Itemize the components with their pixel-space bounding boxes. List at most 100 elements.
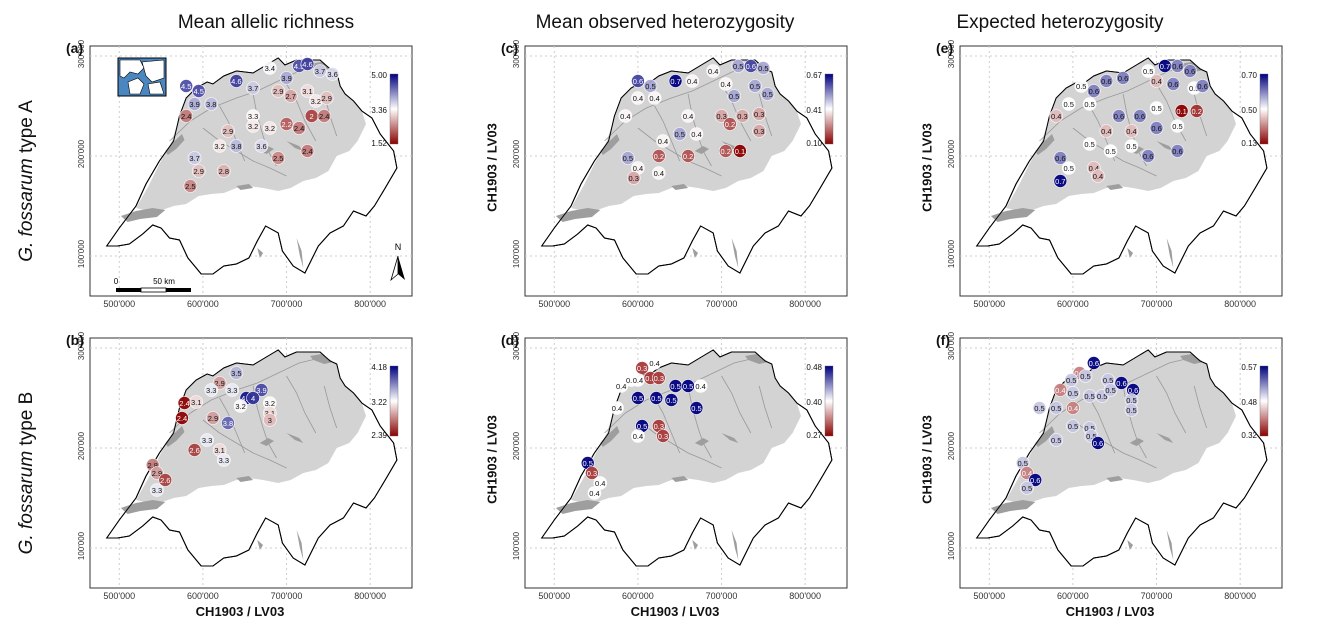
site-point [1061,161,1076,175]
row-label-species: G. fossarum [16,158,37,262]
site-point [246,391,260,405]
site-value-label: 0.6 [746,62,756,71]
river [654,105,681,162]
lake [731,530,739,560]
site-point [246,119,260,133]
site-value-label: 0.5 [1076,82,1086,91]
country-border [540,349,833,567]
legend-tick-label: 0.50 [1241,106,1257,115]
legend-tick-label: 0.32 [1241,431,1257,440]
site-point [614,379,628,393]
site-value-label: 0.1 [1176,107,1186,116]
site-value-label: 0.5 [1084,140,1094,149]
site-value-label: 0.4 [633,94,643,103]
lake [671,476,689,482]
site-point [1149,121,1164,135]
map-panel-d: 500'000 600'000 700'000 800'000 100'000 200'0… [495,330,855,602]
lake [671,184,689,190]
site-point [689,401,704,415]
site-value-label: 0.5 [1105,386,1115,395]
site-value-label: 0.6 [1114,112,1124,121]
site-value-label: 0.6 [1093,439,1103,448]
site-value-label: 0.5 [1034,404,1044,413]
scale-bar-black [116,288,141,292]
site-point [635,361,649,375]
site-value-label: 0.4 [633,164,643,173]
legend-tick-label: 0.27 [806,431,822,440]
site-value-label: 0.5 [750,82,760,91]
site-value-label: 0.5 [1084,100,1094,109]
site-point [685,74,700,88]
site-point [1170,144,1185,158]
site-value-label: 0.4 [1151,77,1161,86]
y-tick-label: 300'000 [77,39,86,68]
site-point [319,91,334,105]
lake [694,438,709,446]
map-panel-e: 500'000 600'000 700'000 800'000 100'000 200'0… [930,38,1290,310]
site-point [1149,74,1164,88]
site-point [187,443,202,457]
site-value-label: 0.6 [1101,77,1111,86]
site-value-label: 0.7 [670,77,680,86]
site-point [183,179,198,193]
site-value-label: 0.5 [1068,422,1078,431]
panel-letter: (d) [501,332,519,348]
site-point [1049,433,1063,447]
lake [990,208,1036,222]
site-point [246,81,260,95]
lake [555,208,601,222]
lake [257,540,264,550]
river [1089,397,1116,454]
site-point [752,107,766,121]
site-point [1124,124,1139,138]
site-point [593,476,608,490]
site-point [1091,436,1105,450]
lake [236,476,254,482]
site-point [652,166,666,180]
site-value-label: 0.4 [612,404,622,413]
y-tick-label: 200'000 [512,431,521,460]
x-tick-label: 600'000 [187,591,219,601]
lake [600,134,620,155]
site-value-label: 0.2 [721,147,731,156]
site-point [718,144,733,158]
site-value-label: 0.7 [1160,62,1170,71]
site-value-label: 3.7 [189,154,199,163]
lake [296,238,304,268]
legend-tick-label: 0.48 [806,363,822,372]
x-tick-label: 800'000 [1224,591,1256,601]
y-tick-label: 200'000 [77,139,86,168]
site-value-label: 0.5 [1018,459,1028,468]
site-value-label: 0.6 [1172,62,1182,71]
site-point [621,151,635,165]
site-value-label: 0.2 [654,152,664,161]
site-value-label: 3.1 [214,446,224,455]
site-value-label: 0.5 [1103,376,1113,385]
site-point [263,61,277,75]
site-point [1174,104,1189,118]
lake [259,438,274,446]
y-axis-label-c: CH1903 / LV03 [484,123,500,212]
site-value-label: 3.3 [152,486,162,495]
country-border [105,57,398,275]
site-value-label: 0.5 [1068,389,1078,398]
site-point [233,399,248,413]
site-point [1189,104,1204,118]
river [202,419,287,469]
site-value-label: 0.6 [1172,147,1182,156]
site-point [292,121,306,135]
site-value-label: 2.4 [179,399,189,408]
site-value-label: 4.5 [294,62,304,71]
site-point [189,395,204,409]
site-point [1170,59,1185,73]
site-value-label: 3.3 [227,386,237,395]
country-border [105,349,398,567]
site-value-label: 2.5 [273,154,283,163]
site-value-label: 0.3 [637,364,647,373]
site-point [263,413,277,427]
site-point [656,134,670,148]
site-value-label: 0.4 [649,94,659,103]
row-label-suffix: type A [16,100,37,159]
lake [745,354,769,364]
site-value-label: 0.3 [737,112,747,121]
